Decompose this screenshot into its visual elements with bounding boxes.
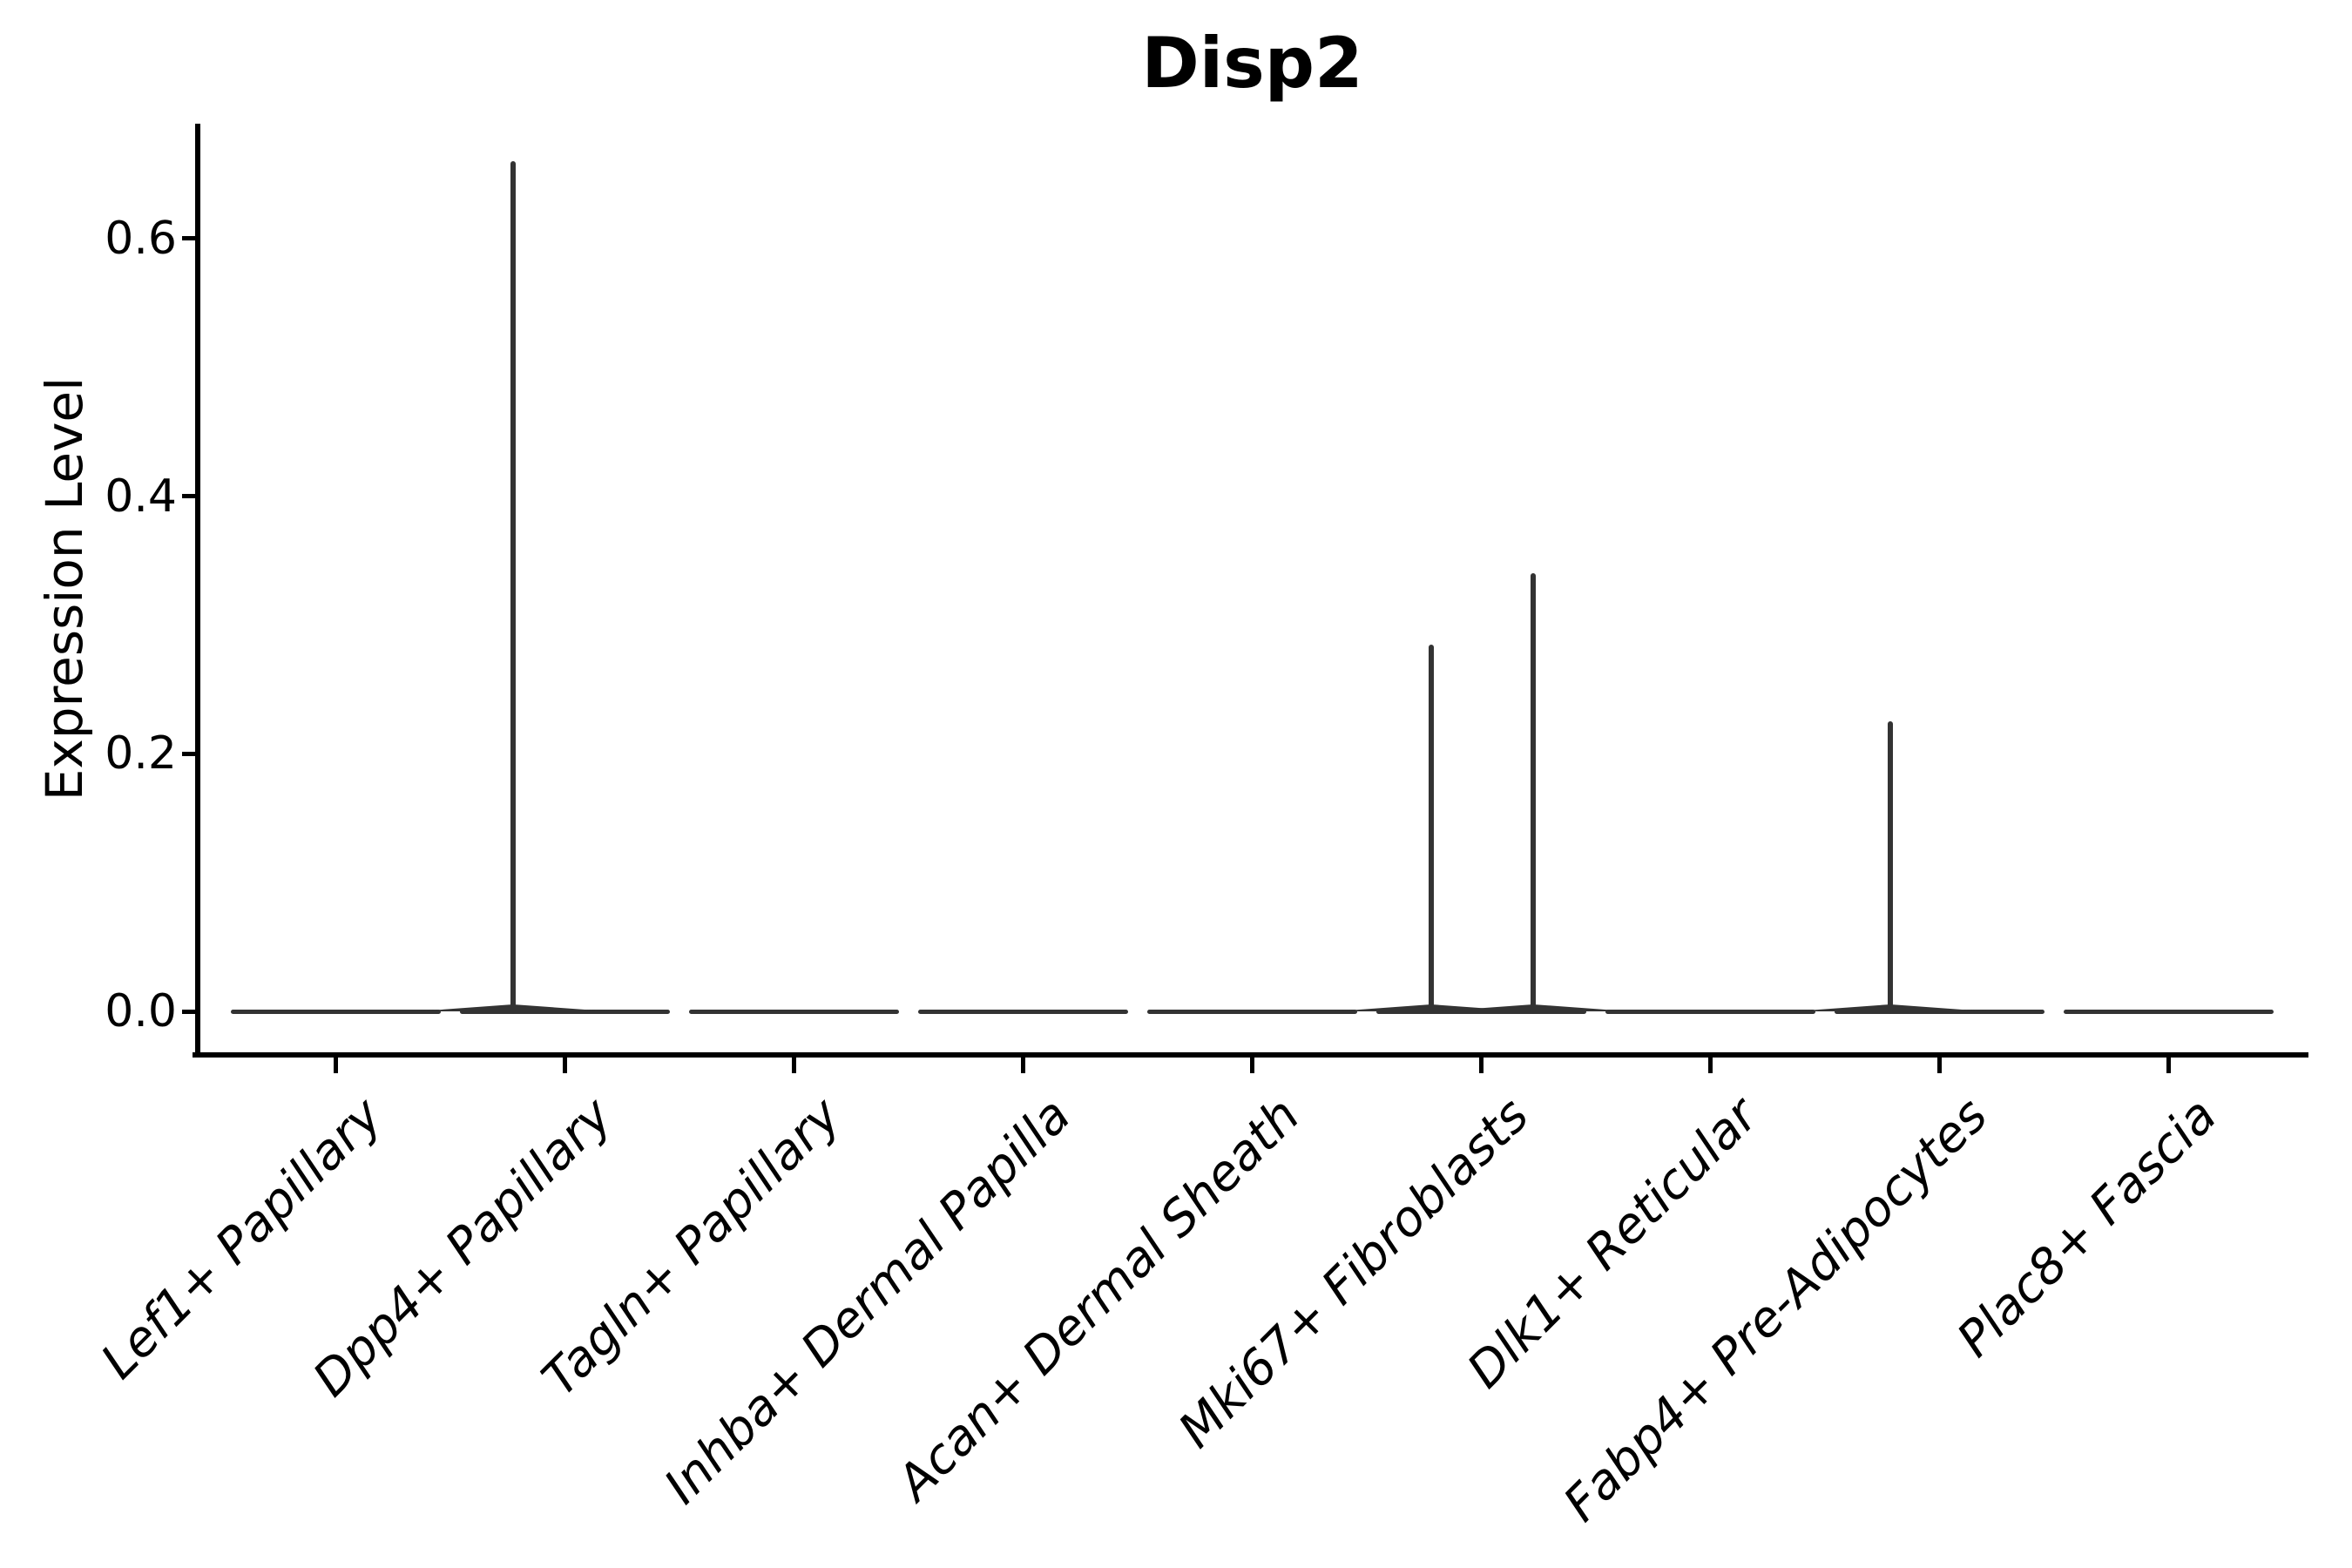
y-tick-mark xyxy=(182,494,196,499)
y-tick-label: 0.6 xyxy=(105,212,177,265)
violin-spike xyxy=(510,161,516,1013)
violin-baseline xyxy=(1376,1009,1586,1014)
violin-baseline xyxy=(1835,1009,2045,1014)
violin-baseline xyxy=(917,1009,1128,1014)
chart-title: Disp2 xyxy=(1141,23,1363,104)
x-tick-mark xyxy=(791,1058,796,1073)
y-axis-spine xyxy=(195,124,200,1058)
y-tick-label: 0.4 xyxy=(105,470,177,523)
y-tick-mark xyxy=(182,751,196,756)
x-tick-mark xyxy=(1708,1058,1713,1073)
violin-spike xyxy=(1428,644,1434,1013)
x-tick-mark xyxy=(2166,1058,2172,1073)
y-tick-label: 0.0 xyxy=(105,985,177,1037)
y-tick-mark xyxy=(182,236,196,241)
x-axis-spine xyxy=(193,1052,2308,1058)
x-tick-mark xyxy=(1479,1058,1484,1073)
x-tick-label: Acan+ Dermal Sheath xyxy=(886,1087,1311,1511)
x-tick-label: Inhba+ Dermal Papilla xyxy=(653,1087,1082,1516)
violin-spike xyxy=(1888,721,1894,1013)
violin-baseline xyxy=(1146,1009,1357,1014)
violin-baseline xyxy=(1605,1009,1816,1014)
violin-spike xyxy=(1530,573,1536,1013)
violin-baseline xyxy=(2064,1009,2274,1014)
x-tick-label: Fabp4+ Pre-Adipocytes xyxy=(1552,1087,1998,1533)
y-tick-label: 0.2 xyxy=(105,727,177,781)
x-tick-mark xyxy=(1020,1058,1025,1073)
violin-baseline xyxy=(230,1009,441,1014)
x-tick-mark xyxy=(1937,1058,1943,1073)
violin-baseline xyxy=(459,1009,670,1014)
violin-baseline xyxy=(688,1009,899,1014)
y-tick-mark xyxy=(182,1009,196,1014)
x-tick-mark xyxy=(562,1058,567,1073)
x-tick-mark xyxy=(1249,1058,1254,1073)
x-tick-mark xyxy=(333,1058,338,1073)
